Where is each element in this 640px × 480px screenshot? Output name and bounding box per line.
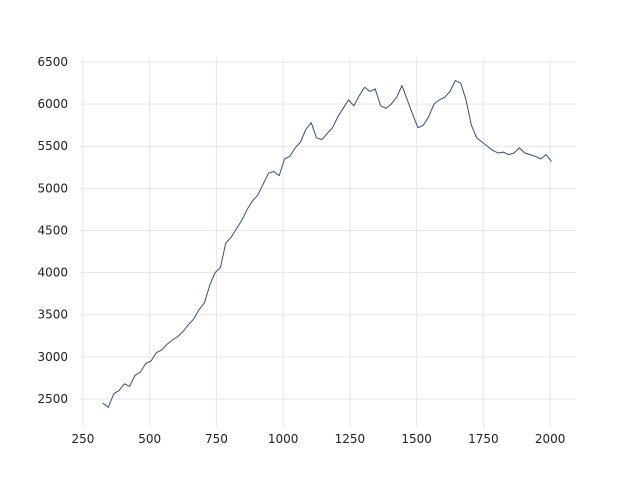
y-tick-label: 3500	[37, 308, 68, 322]
x-tick-label: 1500	[401, 432, 432, 446]
x-tick-label: 750	[205, 432, 228, 446]
x-tick-label: 1750	[468, 432, 499, 446]
x-tick-label: 500	[138, 432, 161, 446]
y-tick-label: 2500	[37, 392, 68, 406]
y-tick-label: 6000	[37, 97, 68, 111]
y-tick-label: 4500	[37, 223, 68, 237]
line	[102, 80, 552, 408]
y-tick-label: 6500	[37, 55, 68, 69]
x-tick-label: 1000	[268, 432, 299, 446]
x-tick-label: 2000	[535, 432, 566, 446]
y-tick-label: 3000	[37, 350, 68, 364]
x-tick-label: 250	[71, 432, 94, 446]
y-tick-label: 5500	[37, 139, 68, 153]
y-tick-label: 5000	[37, 181, 68, 195]
y-tick-label: 4000	[37, 266, 68, 280]
x-tick-label: 1250	[335, 432, 366, 446]
